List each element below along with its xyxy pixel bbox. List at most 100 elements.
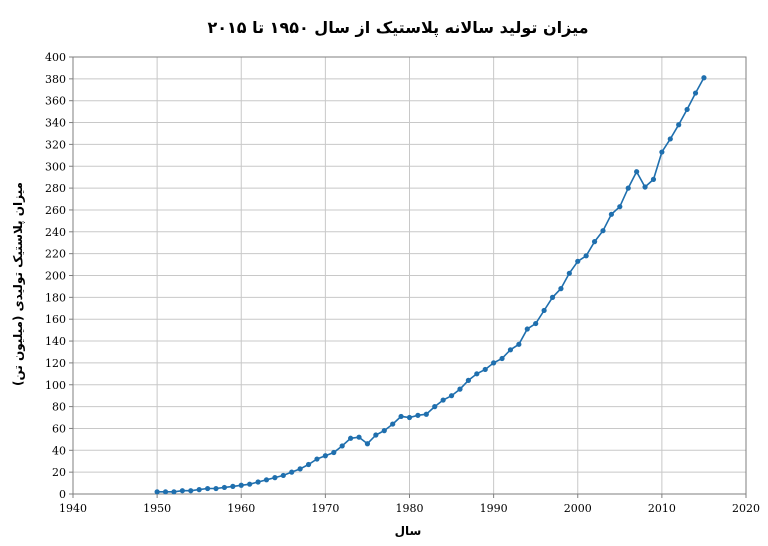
data-point xyxy=(676,122,682,128)
data-point xyxy=(617,204,623,210)
y-tick-label: 380 xyxy=(45,73,66,86)
data-point xyxy=(482,366,488,373)
x-tick-label: 1950 xyxy=(143,502,171,515)
x-tick-label: 1940 xyxy=(59,502,87,515)
data-point xyxy=(398,413,404,420)
x-tick-label: 1990 xyxy=(480,502,508,515)
data-point xyxy=(331,449,337,456)
data-point xyxy=(701,75,707,81)
y-tick-label: 180 xyxy=(45,291,66,304)
data-point xyxy=(406,414,413,421)
data-point xyxy=(356,434,362,440)
data-point xyxy=(608,211,615,217)
y-tick-label: 120 xyxy=(45,357,66,370)
data-point xyxy=(171,489,177,495)
y-tick-label: 260 xyxy=(45,204,66,217)
data-point xyxy=(499,355,505,362)
data-point xyxy=(642,184,648,190)
data-point xyxy=(692,90,699,96)
y-tick-label: 0 xyxy=(59,488,66,501)
data-point xyxy=(247,481,253,487)
data-point xyxy=(432,404,438,410)
y-tick-label: 320 xyxy=(45,138,66,151)
data-point xyxy=(188,488,194,494)
data-point xyxy=(457,386,463,392)
data-point xyxy=(314,456,320,462)
data-point xyxy=(272,475,278,481)
y-tick-label: 360 xyxy=(45,95,66,108)
y-tick-label: 160 xyxy=(45,313,66,326)
grid-lines xyxy=(72,56,747,495)
data-point xyxy=(575,258,581,264)
data-point xyxy=(533,320,539,327)
y-tick-label: 20 xyxy=(52,466,66,479)
data-point xyxy=(230,483,236,489)
data-point xyxy=(415,412,421,418)
x-tick-label: 2010 xyxy=(648,502,676,515)
x-tick-label: 2000 xyxy=(564,502,592,515)
y-axis-label: میزان پلاستیک تولیدی (میلیون تن) xyxy=(11,182,26,386)
data-point xyxy=(297,466,303,472)
x-axis-label: سال xyxy=(395,524,422,538)
data-point xyxy=(289,469,295,475)
x-tick-label: 1960 xyxy=(227,502,255,515)
data-point xyxy=(465,377,471,383)
data-point xyxy=(541,307,547,314)
data-point xyxy=(255,479,261,485)
y-tick-label: 220 xyxy=(45,248,66,261)
data-point xyxy=(549,294,556,300)
data-point xyxy=(440,397,446,403)
data-point xyxy=(390,421,396,427)
data-point xyxy=(339,443,345,449)
y-tick-label: 280 xyxy=(45,182,66,195)
series-line xyxy=(157,77,705,493)
chart-title: میزان تولید سالانه پلاستیک از سال ۱۹۵۰ ت… xyxy=(207,18,588,38)
y-tick-label: 400 xyxy=(45,51,66,64)
y-tick-label: 100 xyxy=(45,379,66,392)
data-point xyxy=(373,432,379,438)
data-point xyxy=(667,136,673,142)
data-point xyxy=(196,487,202,493)
data-point xyxy=(348,435,354,441)
data-point xyxy=(381,428,387,434)
x-tick-label: 1980 xyxy=(396,502,424,515)
data-point xyxy=(600,228,606,234)
y-axis-ticks: 0 20 40 60 80 100 120 140 160 180 200 220 240 260 280 3… xyxy=(45,51,73,501)
data-point xyxy=(263,477,270,483)
data-point xyxy=(238,482,244,488)
data-point xyxy=(474,371,480,377)
data-point xyxy=(205,485,211,492)
y-tick-label: 340 xyxy=(45,117,66,130)
data-point xyxy=(491,360,497,366)
data-point xyxy=(566,270,572,276)
x-tick-label: 2020 xyxy=(732,502,760,515)
data-point xyxy=(179,488,185,494)
y-tick-label: 240 xyxy=(45,226,66,239)
y-tick-label: 140 xyxy=(45,335,66,348)
data-point xyxy=(213,485,219,492)
data-point xyxy=(280,472,286,479)
data-point xyxy=(423,411,429,417)
data-point xyxy=(507,347,514,353)
data-point xyxy=(650,176,657,182)
data-point xyxy=(154,489,160,495)
data-point xyxy=(659,149,665,155)
y-tick-label: 200 xyxy=(45,270,66,283)
y-tick-label: 80 xyxy=(52,401,66,414)
data-point xyxy=(625,185,631,191)
data-point xyxy=(221,484,228,491)
data-point xyxy=(634,169,640,175)
x-tick-label: 1970 xyxy=(311,502,339,515)
data-point xyxy=(684,106,690,113)
data-point xyxy=(448,393,455,399)
series-plastic-production xyxy=(154,75,707,495)
data-point xyxy=(162,489,169,495)
data-point xyxy=(524,326,530,332)
y-tick-label: 60 xyxy=(52,422,66,435)
data-point xyxy=(305,461,312,468)
data-point xyxy=(558,286,564,292)
data-point xyxy=(583,253,589,259)
data-point xyxy=(591,239,598,245)
x-axis-ticks: 1940 1950 1960 1970 1980 1990 2000 2010 2020 xyxy=(59,494,760,515)
